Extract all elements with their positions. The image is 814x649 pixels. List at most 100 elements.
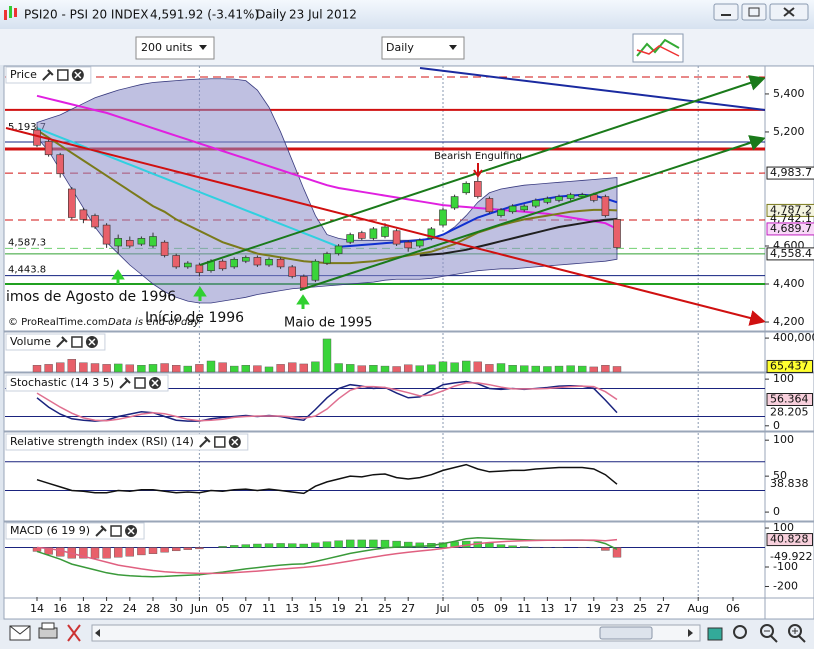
scroll-left[interactable] (95, 629, 100, 637)
bar (601, 365, 610, 373)
bar (288, 362, 297, 373)
x-tick-label: 16 (53, 602, 67, 615)
zoom-area-button[interactable] (733, 625, 747, 639)
timeframe-dropdown[interactable] (381, 36, 465, 60)
bar (311, 361, 320, 373)
value-marker: 56.364 (770, 392, 809, 405)
candle-body (497, 209, 505, 216)
candle-body (531, 200, 540, 207)
scrollbar[interactable] (91, 624, 701, 642)
zoom-in-button[interactable] (788, 624, 802, 638)
candle-body (311, 260, 320, 281)
title-bar-content: PSI20 - PSI 20 INDEX 4,591.92 (-3.41%) D… (4, 6, 357, 22)
bar (195, 547, 204, 550)
candle-body (242, 257, 250, 262)
candle-body (230, 258, 238, 268)
level-label: 5,193.7 (8, 122, 46, 133)
bar (531, 365, 540, 373)
candle-body (462, 182, 471, 194)
panel-title: MACD (6 19 9) (10, 524, 90, 537)
settings-icon[interactable] (119, 377, 131, 389)
bar (543, 366, 552, 373)
bar (601, 547, 610, 551)
quote: 4,591.92 (-3.41%) (150, 8, 259, 22)
x-tick-label: 18 (76, 602, 90, 615)
bar (496, 544, 506, 548)
signal-arrow (296, 294, 310, 309)
window-buttons (713, 3, 809, 21)
window-icon[interactable] (214, 436, 226, 448)
bar (508, 365, 517, 373)
icon (783, 7, 795, 17)
x-tick-label: 11 (517, 602, 531, 615)
settings-icon[interactable] (42, 69, 54, 81)
scroll-thumb[interactable] (599, 626, 653, 640)
cut-button[interactable] (67, 624, 81, 642)
window-icon[interactable] (134, 377, 146, 389)
level-label: 4,443.8 (8, 265, 46, 276)
candle-body (485, 198, 494, 213)
value-marker: 28.205 (770, 406, 809, 419)
trend-line (299, 135, 765, 291)
value-marker-box (766, 222, 814, 236)
bar (450, 362, 459, 373)
bar (415, 365, 424, 373)
minimize-button[interactable] (713, 3, 739, 21)
window-icon[interactable] (71, 336, 83, 348)
x-tick-label: 19 (587, 602, 601, 615)
tool-button[interactable] (707, 627, 723, 641)
zoom-out-button[interactable] (760, 624, 774, 638)
x-tick-label: Jul (435, 602, 449, 615)
candle-body (555, 196, 563, 201)
x-tick-label: 23 (610, 602, 624, 615)
units-value: 200 units (141, 41, 193, 54)
x-tick-label: 21 (355, 602, 369, 615)
candle-body (265, 258, 273, 266)
bar (334, 363, 343, 373)
bar (299, 363, 308, 373)
y-tick-label: 0 (773, 419, 780, 432)
bar (253, 543, 262, 548)
panel-title: Stochastic (14 3 5) (10, 376, 114, 389)
bar (264, 543, 274, 548)
panel-header (5, 522, 145, 540)
candle-body (33, 129, 41, 146)
candle-body (126, 239, 134, 247)
value-marker: 65,437 (770, 359, 809, 372)
bar (206, 360, 216, 373)
x-tick-label: 27 (656, 602, 670, 615)
bar (229, 365, 239, 373)
y-tick-label: 100 (773, 433, 794, 446)
y-tick-label: 100 (773, 372, 794, 385)
bar (253, 365, 262, 373)
bar (56, 547, 65, 557)
bar (160, 547, 169, 553)
units-dropdown[interactable] (135, 36, 215, 60)
candle-body (195, 264, 204, 273)
panel-title: Volume (10, 335, 51, 348)
drawings: © ProRealTime.com Data is end of day (5, 67, 765, 328)
bar (229, 545, 239, 548)
settings-icon[interactable] (199, 436, 211, 448)
x-tick-label: 19 (332, 602, 346, 615)
x-tick-label: 13 (285, 602, 299, 615)
bar (346, 539, 355, 548)
scroll-right[interactable] (688, 629, 693, 637)
window-icon[interactable] (57, 69, 69, 81)
bar (380, 539, 390, 548)
bar (369, 365, 378, 373)
value-marker-box (766, 203, 814, 217)
settings-icon[interactable] (95, 525, 107, 537)
x-tick-label: 25 (633, 602, 647, 615)
restore-button[interactable] (741, 3, 767, 21)
bar (183, 547, 193, 550)
bar (322, 541, 332, 548)
settings-icon[interactable] (56, 336, 68, 348)
candle-body (369, 228, 378, 239)
bar (113, 547, 123, 558)
x-tick-label: 09 (494, 602, 508, 615)
bar (496, 363, 506, 373)
trend-line (5, 127, 765, 326)
window-icon[interactable] (110, 525, 122, 537)
bar (44, 547, 53, 555)
